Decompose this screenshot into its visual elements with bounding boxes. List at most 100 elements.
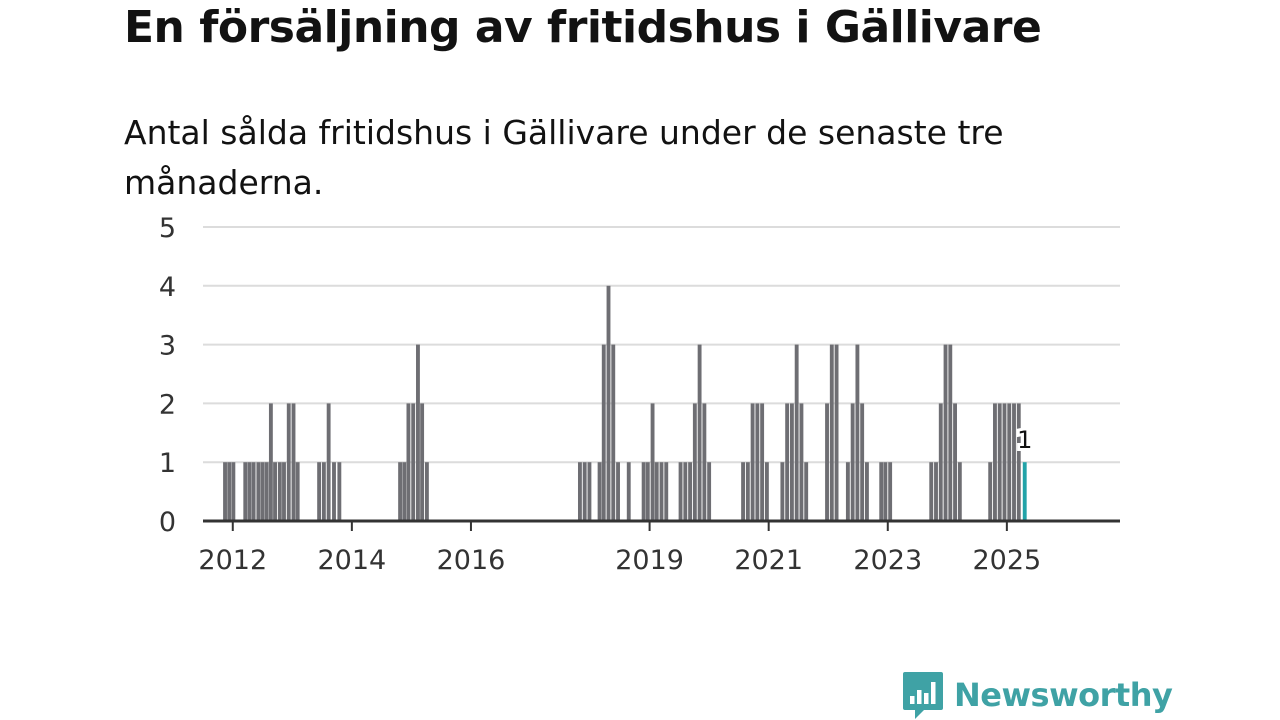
bar (260, 462, 265, 521)
newsworthy-chart-icon (903, 672, 943, 719)
bar (286, 403, 291, 521)
bar (321, 462, 326, 521)
chart-title: En försäljning av fritidshus i Gällivare (124, 2, 1042, 53)
bar (829, 344, 834, 521)
bar (223, 462, 227, 521)
bar (650, 403, 655, 521)
gridlines (203, 226, 1120, 464)
y-tick-label: 4 (159, 272, 176, 303)
bar (934, 462, 938, 521)
bar (850, 403, 855, 521)
x-tick-label: 2016 (437, 545, 506, 576)
y-tick-label: 3 (159, 331, 176, 362)
bar (794, 344, 799, 521)
bar (582, 462, 587, 521)
bar (860, 403, 865, 521)
x-tick-label: 2025 (973, 545, 1042, 576)
bar (247, 462, 252, 521)
bar (825, 403, 829, 521)
brand-name: Newsworthy (954, 676, 1173, 714)
bar (256, 462, 261, 521)
bar (317, 462, 322, 521)
bar (745, 462, 750, 521)
highlight-value-label: 1 (1017, 426, 1032, 454)
bar (606, 285, 611, 521)
bar (780, 462, 785, 521)
bar (688, 462, 693, 521)
bar (611, 344, 616, 521)
axes: 0 1 2 3 4 5 2012 2014 2016 2019 2021 2023 2025 (159, 213, 1120, 576)
bars (223, 285, 1027, 521)
bar (597, 462, 602, 521)
bar (855, 344, 860, 521)
bar (641, 462, 646, 521)
bar (929, 462, 934, 521)
bar (707, 462, 712, 521)
bar (741, 462, 746, 521)
bar (957, 462, 962, 521)
data-labels: 1 (1014, 423, 1035, 457)
bar (411, 403, 416, 521)
bar (883, 462, 888, 521)
bar (295, 462, 300, 521)
bar (845, 462, 850, 521)
bar (943, 344, 948, 521)
bar (1007, 403, 1012, 521)
x-tick-label: 2019 (615, 545, 684, 576)
bar (420, 403, 425, 521)
bar (416, 344, 420, 521)
bar (683, 462, 688, 521)
bar (948, 344, 953, 521)
bar (692, 403, 697, 521)
bar (865, 462, 869, 521)
bar (264, 462, 269, 521)
bar (616, 462, 620, 521)
y-tick-label: 2 (159, 389, 176, 420)
bar (678, 462, 683, 521)
bar (277, 462, 282, 521)
bar (577, 462, 582, 521)
bar (231, 462, 236, 521)
bar (402, 462, 407, 521)
bar (785, 403, 790, 521)
y-tick-label: 1 (159, 448, 176, 479)
bar-chart: 0 1 2 3 4 5 2012 2014 2016 2019 2021 2023 2025 1 (159, 213, 1120, 576)
bar (398, 462, 403, 521)
bar (953, 403, 957, 521)
bar (601, 344, 606, 521)
newsworthy-logo: Newsworthy (902, 670, 1173, 720)
bar (988, 462, 993, 521)
bar (664, 462, 669, 521)
bar (268, 403, 273, 521)
bar (697, 344, 702, 521)
bar (273, 462, 277, 521)
bar (251, 462, 256, 521)
x-tick-label: 2014 (318, 545, 387, 576)
bar (879, 462, 884, 521)
bar (326, 403, 331, 521)
bar (750, 403, 755, 521)
bar (993, 403, 997, 521)
bar (702, 403, 707, 521)
bar (997, 403, 1002, 521)
bar-highlighted (1022, 462, 1027, 521)
bar (760, 403, 765, 521)
bar (626, 462, 631, 521)
bar (645, 462, 650, 521)
x-tick-label: 2021 (734, 545, 803, 576)
bar (1002, 403, 1007, 521)
x-tick-label: 2012 (198, 545, 267, 576)
bar (243, 462, 248, 521)
bar (938, 403, 943, 521)
x-tick-label: 2023 (853, 545, 922, 576)
bar (799, 403, 804, 521)
chart-subtitle: Antal sålda fritidshus i Gällivare under… (124, 113, 1004, 202)
bar (659, 462, 664, 521)
y-tick-label: 0 (159, 507, 176, 538)
bar (1016, 403, 1021, 521)
bar (654, 462, 659, 521)
bar (834, 344, 839, 521)
bar (337, 462, 342, 521)
bar (332, 462, 336, 521)
bar (406, 403, 411, 521)
